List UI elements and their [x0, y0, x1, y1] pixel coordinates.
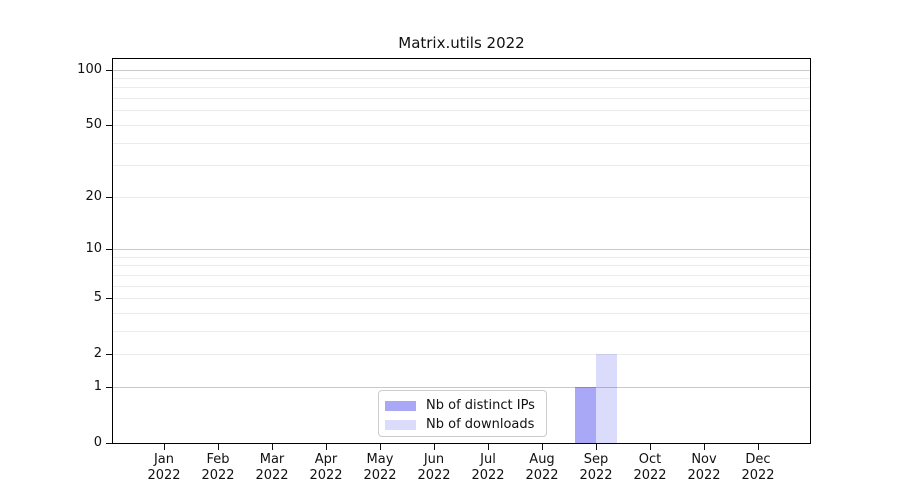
gridline-y-40	[113, 142, 810, 144]
y-tick-label-20: 20	[85, 188, 102, 204]
y-tick-50	[106, 124, 113, 126]
legend-item-distinct-ips: Nb of distinct IPs	[379, 396, 546, 415]
legend-label-downloads: Nb of downloads	[426, 417, 535, 432]
x-tick-Jan-2022	[164, 444, 165, 450]
x-tick-label-Aug-2022: Aug 2022	[525, 452, 559, 483]
x-tick-Jul-2022	[488, 444, 489, 450]
y-tick-1	[106, 386, 113, 388]
x-tick-Nov-2022	[704, 444, 705, 450]
bar-downloads-Sep-2022	[596, 354, 617, 443]
x-tick-Sep-2022	[596, 444, 597, 450]
x-tick-label-Mar-2022: Mar 2022	[255, 452, 289, 483]
y-tick-20	[106, 196, 113, 198]
x-tick-label-Feb-2022: Feb 2022	[201, 452, 235, 483]
gridline-y-50	[113, 124, 810, 126]
x-tick-Aug-2022	[542, 444, 543, 450]
y-tick-label-2: 2	[93, 346, 102, 362]
y-tick-label-5: 5	[93, 290, 102, 305]
gridline-y-100	[113, 69, 810, 71]
legend: Nb of distinct IPs Nb of downloads	[378, 390, 547, 437]
gridline-y-5	[113, 298, 810, 299]
x-tick-label-May-2022: May 2022	[363, 452, 397, 483]
gridline-y-20	[113, 196, 810, 198]
gridline-y-6	[113, 285, 810, 287]
y-tick-2	[106, 354, 113, 356]
x-tick-Mar-2022	[272, 444, 273, 450]
x-tick-label-Sep-2022: Sep 2022	[579, 452, 613, 483]
x-tick-Jun-2022	[434, 444, 435, 450]
gridline-y-1	[113, 386, 810, 388]
y-tick-label-10: 10	[85, 240, 102, 256]
gridline-y-4	[113, 312, 810, 314]
gridline-y-80	[113, 87, 810, 89]
x-tick-label-Dec-2022: Dec 2022	[741, 452, 775, 483]
legend-swatch-distinct-ips	[385, 400, 416, 411]
x-tick-label-Jan-2022: Jan 2022	[147, 452, 181, 483]
x-tick-Dec-2022	[758, 444, 759, 450]
gridline-y-90	[113, 77, 810, 79]
y-tick-label-100: 100	[77, 61, 102, 77]
plot-area	[112, 58, 811, 444]
gridline-y-9	[113, 256, 810, 258]
gridline-y-3	[113, 330, 810, 332]
gridline-y-7	[113, 274, 810, 276]
x-tick-label-Oct-2022: Oct 2022	[633, 452, 667, 483]
y-tick-label-0: 0	[93, 435, 102, 450]
legend-item-downloads: Nb of downloads	[379, 415, 546, 434]
x-tick-Apr-2022	[326, 444, 327, 450]
y-tick-100	[106, 69, 113, 71]
y-tick-label-50: 50	[85, 116, 102, 132]
gridline-y-70	[113, 98, 810, 99]
legend-swatch-downloads	[385, 419, 416, 430]
y-tick-0	[106, 443, 113, 444]
y-tick-10	[106, 248, 113, 250]
gridline-y-8	[113, 265, 810, 267]
x-tick-Oct-2022	[650, 444, 651, 450]
x-tick-Feb-2022	[218, 444, 219, 450]
y-axis: 0 1 2 5 10 20 50 100	[0, 59, 113, 450]
gridline-y-30	[113, 165, 810, 167]
x-tick-label-Apr-2022: Apr 2022	[309, 452, 343, 483]
chart-title: Matrix.utils 2022	[398, 34, 525, 52]
legend-label-distinct-ips: Nb of distinct IPs	[426, 398, 535, 413]
y-tick-5	[106, 298, 113, 299]
gridline-y-10	[113, 248, 810, 250]
x-tick-label-Jun-2022: Jun 2022	[417, 452, 451, 483]
x-tick-label-Nov-2022: Nov 2022	[687, 452, 721, 483]
y-tick-label-1: 1	[93, 378, 102, 394]
bar-distinct-ips-Sep-2022	[575, 386, 596, 443]
gridline-y-60	[113, 110, 810, 112]
x-axis: Jan 2022 Feb 2022 Mar 2022 Apr 2022 May 2022 Jun 20…	[113, 444, 810, 500]
x-tick-label-Jul-2022: Jul 2022	[471, 452, 505, 483]
x-tick-May-2022	[380, 444, 381, 450]
gridline-y-2	[113, 354, 810, 356]
